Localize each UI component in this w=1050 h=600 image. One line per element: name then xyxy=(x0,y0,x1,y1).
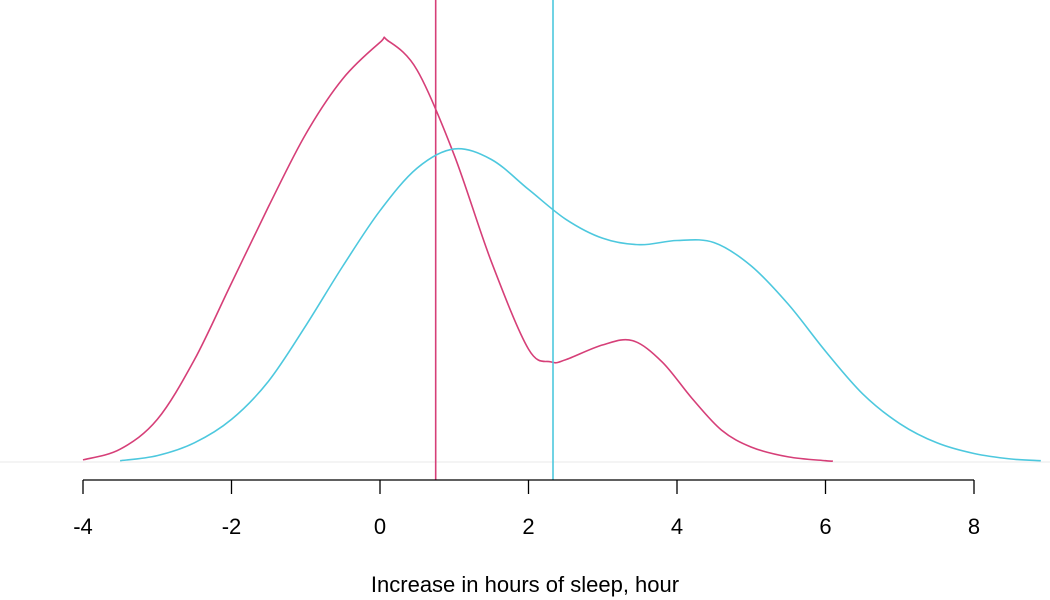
x-tick-label: 4 xyxy=(671,514,683,539)
x-tick-label: 0 xyxy=(374,514,386,539)
x-axis: -4 -2 0 2 4 6 8 xyxy=(73,479,980,539)
plot-area xyxy=(0,0,1050,480)
x-tick-label: -2 xyxy=(222,514,242,539)
x-tick-label: 6 xyxy=(819,514,831,539)
series-1-density-line xyxy=(82,36,833,462)
x-tick-label: 2 xyxy=(522,514,534,539)
x-axis-title: Increase in hours of sleep, hour xyxy=(371,572,679,597)
x-tick-label: 8 xyxy=(968,514,980,539)
series-2-density-line xyxy=(119,147,1041,462)
x-tick-label: -4 xyxy=(73,514,93,539)
